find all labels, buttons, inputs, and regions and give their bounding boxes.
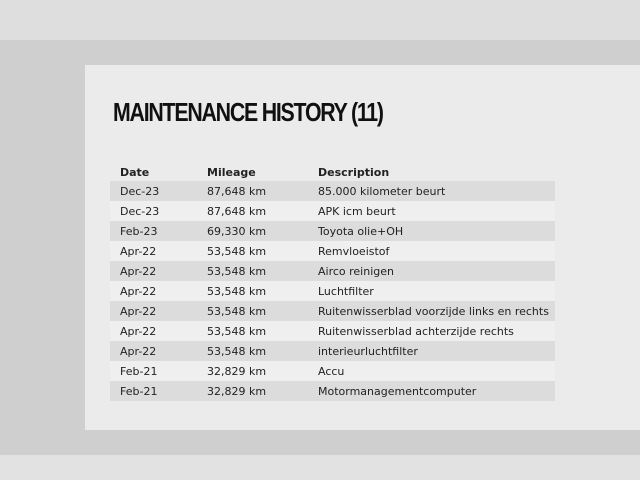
panel: MAINTENANCE HISTORY (11) Date Mileage Desc… bbox=[85, 65, 640, 430]
table-cell: Feb-21 bbox=[120, 384, 158, 398]
table-cell: Apr-22 bbox=[120, 264, 157, 278]
table-row: Dec-23 87,648 km 85.000 kilometer beurt bbox=[110, 181, 555, 201]
table-cell: Apr-22 bbox=[120, 244, 157, 258]
table-cell: Feb-23 bbox=[120, 224, 158, 238]
table-cell: Ruitenwisserblad achterzijde rechts bbox=[318, 324, 514, 338]
table-cell: Toyota olie+OH bbox=[318, 224, 404, 238]
table-row: Apr-22 53,548 km Luchtfilter bbox=[110, 281, 555, 301]
table-cell: Motormanagementcomputer bbox=[318, 384, 477, 398]
table-cell: 85.000 kilometer beurt bbox=[318, 184, 446, 198]
table-row: Dec-23 87,648 km APK icm beurt bbox=[110, 201, 555, 221]
table-cell: interieurluchtfilter bbox=[318, 344, 418, 358]
table-cell: Feb-21 bbox=[120, 364, 158, 378]
table-row: Feb-23 69,330 km Toyota olie+OH bbox=[110, 221, 555, 241]
table-cell: APK icm beurt bbox=[318, 204, 396, 218]
table-cell: Accu bbox=[318, 364, 345, 378]
table-head: Date Mileage Description bbox=[110, 163, 555, 181]
table-cell: Luchtfilter bbox=[318, 284, 374, 298]
table-cell: 32,829 km bbox=[207, 364, 267, 378]
bottom-band bbox=[0, 455, 640, 480]
table-cell: 87,648 km bbox=[207, 184, 267, 198]
table-cell: 53,548 km bbox=[207, 284, 267, 298]
table-row: Apr-22 53,548 km Remvloeistof bbox=[110, 241, 555, 261]
table-row: Apr-22 53,548 km Ruitenwisserblad voorzijd… bbox=[110, 301, 555, 321]
table-cell: 53,548 km bbox=[207, 244, 267, 258]
table-cell: Airco reinigen bbox=[318, 264, 394, 278]
column-header: Mileage bbox=[207, 165, 256, 179]
table-row: Apr-22 53,548 km interieurluchtfilter bbox=[110, 341, 555, 361]
table-cell: 53,548 km bbox=[207, 304, 267, 318]
table-cell: Dec-23 bbox=[120, 204, 160, 218]
table-cell: Dec-23 bbox=[120, 184, 160, 198]
header-row: Date Mileage Description bbox=[110, 163, 555, 181]
table-cell: Apr-22 bbox=[120, 304, 157, 318]
column-header: Date bbox=[120, 165, 150, 179]
table-row: Apr-22 53,548 km Ruitenwisserblad achterzi… bbox=[110, 321, 555, 341]
table-row: Apr-22 53,548 km Airco reinigen bbox=[110, 261, 555, 281]
table-cell: Apr-22 bbox=[120, 324, 157, 338]
table-cell: 53,548 km bbox=[207, 344, 267, 358]
table-cell: Apr-22 bbox=[120, 344, 157, 358]
table-row: Feb-21 32,829 km Motormanagementcomputer bbox=[110, 381, 555, 401]
table-cell: Ruitenwisserblad voorzijde links en rech… bbox=[318, 304, 549, 318]
table-cell: 87,648 km bbox=[207, 204, 267, 218]
title: MAINTENANCE HISTORY (11) bbox=[113, 97, 384, 127]
table-body: Dec-23 87,648 km 85.000 kilometer beurt Dec… bbox=[110, 181, 555, 401]
table-cell: 53,548 km bbox=[207, 264, 267, 278]
table-cell: Apr-22 bbox=[120, 284, 157, 298]
table-cell: 32,829 km bbox=[207, 384, 267, 398]
table-cell: 69,330 km bbox=[207, 224, 267, 238]
table-cell: Remvloeistof bbox=[318, 244, 390, 258]
column-header: Description bbox=[318, 165, 390, 179]
top-band bbox=[0, 0, 640, 40]
table-cell: 53,548 km bbox=[207, 324, 267, 338]
table-row: Feb-21 32,829 km Accu bbox=[110, 361, 555, 381]
history-table: Date Mileage Description Dec-23 87,648 km 85… bbox=[110, 163, 555, 401]
